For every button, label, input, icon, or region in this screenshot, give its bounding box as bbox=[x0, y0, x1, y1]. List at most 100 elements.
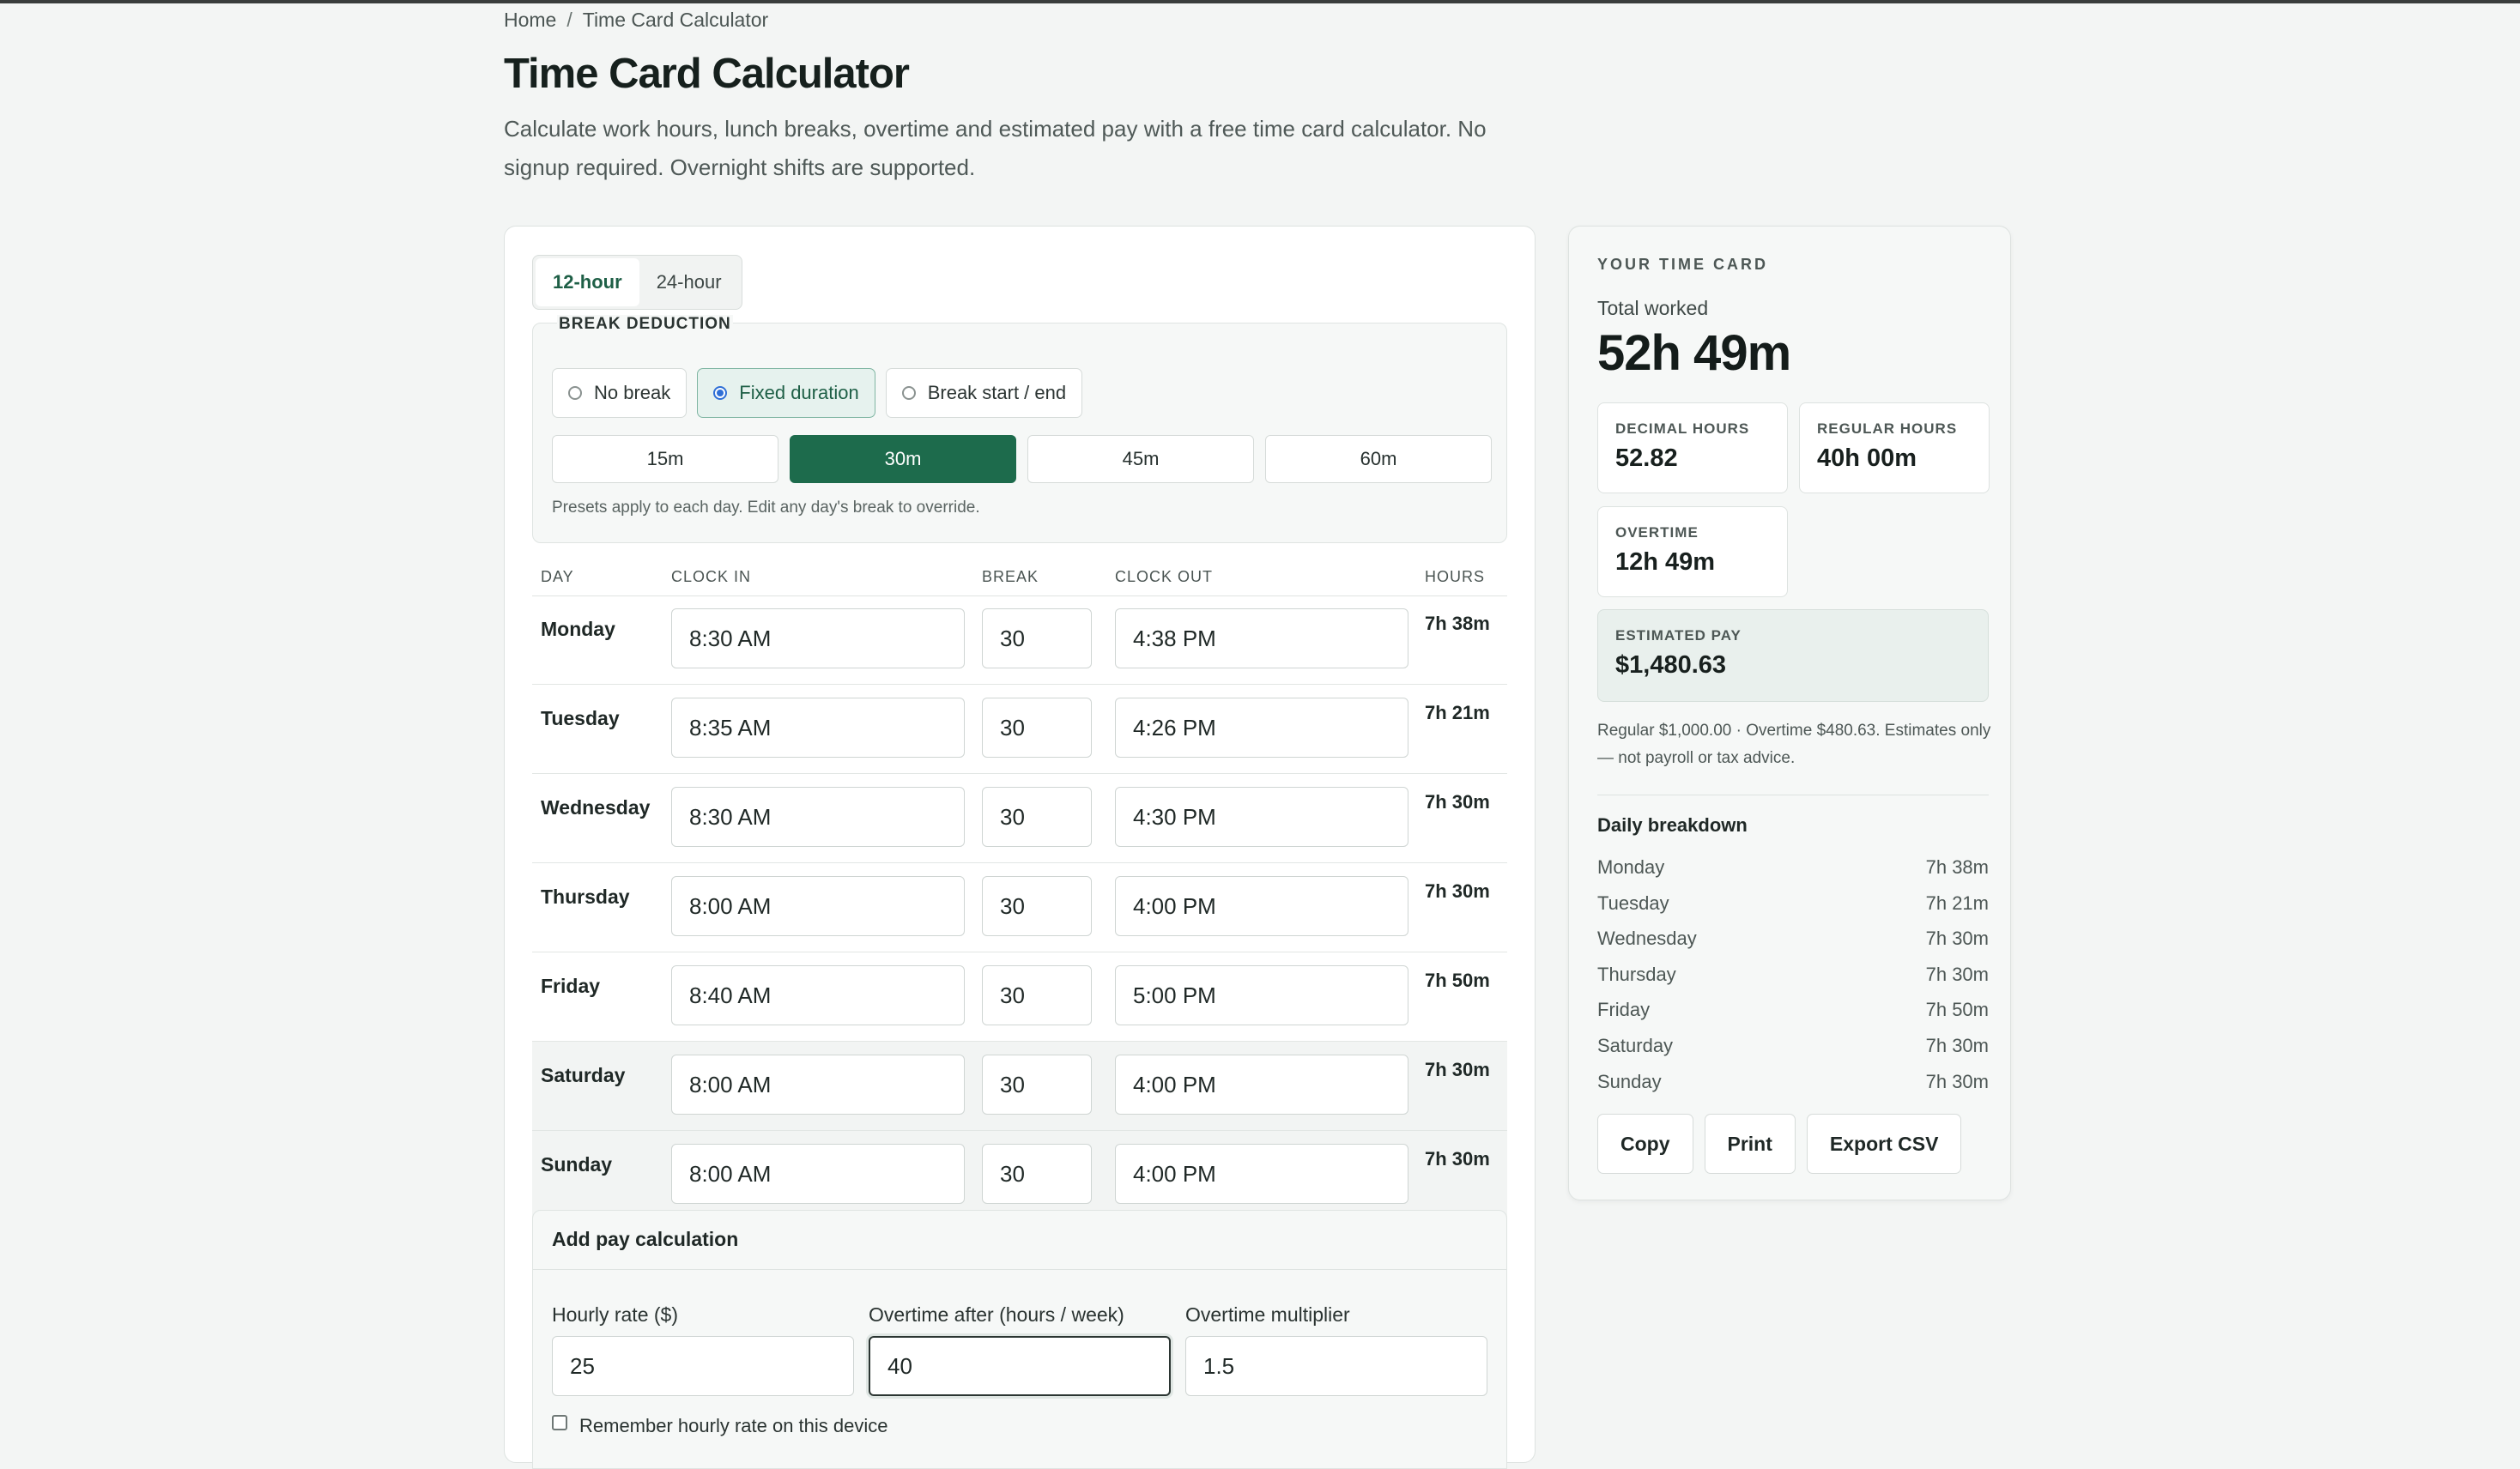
breakdown-hours: 7h 38m bbox=[1925, 856, 1989, 878]
break-input[interactable]: 30 bbox=[982, 787, 1092, 847]
breakdown-day: Thursday bbox=[1597, 963, 1676, 985]
table-row: Sunday 8:00 AM 30 4:00 PM 7h 30m bbox=[532, 1131, 1507, 1220]
breakdown-day: Saturday bbox=[1597, 1034, 1674, 1056]
break-presets: 15m 30m 45m 60m bbox=[552, 435, 1492, 483]
break-input[interactable]: 30 bbox=[982, 965, 1092, 1025]
header-day: DAY bbox=[541, 568, 574, 585]
table-row: Tuesday 8:35 AM 30 4:26 PM 7h 21m bbox=[532, 685, 1507, 774]
list-item: Saturday 7h 30m bbox=[1597, 1028, 1989, 1064]
preset-60m-button[interactable]: 60m bbox=[1265, 435, 1492, 483]
clock-in-input[interactable]: 8:30 AM bbox=[671, 787, 965, 847]
list-item: Monday 7h 38m bbox=[1597, 849, 1989, 886]
clock-out-input[interactable]: 4:00 PM bbox=[1115, 1144, 1408, 1204]
copy-button[interactable]: Copy bbox=[1597, 1114, 1693, 1174]
time-entries: Monday 8:30 AM 30 4:38 PM 7h 38m Tuesday… bbox=[532, 595, 1507, 1220]
print-button[interactable]: Print bbox=[1704, 1114, 1796, 1174]
clock-in-input[interactable]: 8:00 AM bbox=[671, 1144, 965, 1204]
breakdown-hours: 7h 30m bbox=[1925, 928, 1989, 950]
breadcrumb: Home / Time Card Calculator bbox=[504, 9, 768, 32]
list-item: Friday 7h 50m bbox=[1597, 992, 1989, 1028]
pay-disclaimer: Regular $1,000.00 · Overtime $480.63. Es… bbox=[1597, 722, 1991, 767]
break-mode-start-end[interactable]: Break start / end bbox=[885, 368, 1083, 418]
clock-out-input[interactable]: 4:00 PM bbox=[1115, 876, 1408, 936]
regular-hours-label: REGULAR HOURS bbox=[1817, 420, 1958, 437]
estimated-pay-label: ESTIMATED PAY bbox=[1615, 627, 1742, 644]
total-worked-value: 52h 49m bbox=[1597, 325, 1791, 381]
clock-in-input[interactable]: 8:00 AM bbox=[671, 876, 965, 936]
breadcrumb-home-link[interactable]: Home bbox=[504, 9, 557, 31]
preset-15m-button[interactable]: 15m bbox=[552, 435, 778, 483]
break-input[interactable]: 30 bbox=[982, 1144, 1092, 1204]
decimal-hours-label: DECIMAL HOURS bbox=[1615, 420, 1750, 437]
day-label: Monday bbox=[541, 618, 615, 640]
clock-out-input[interactable]: 4:26 PM bbox=[1115, 698, 1408, 758]
divider bbox=[533, 1269, 1506, 1270]
time-card-summary: YOUR TIME CARD Total worked 52h 49m DECI… bbox=[1568, 226, 2011, 1200]
clock-in-input[interactable]: 8:30 AM bbox=[671, 608, 965, 668]
remember-rate-option[interactable]: Remember hourly rate on this device bbox=[552, 1415, 888, 1437]
day-label: Thursday bbox=[541, 886, 630, 908]
overtime-multiplier-input[interactable]: 1.5 bbox=[1185, 1336, 1487, 1396]
break-input[interactable]: 30 bbox=[982, 698, 1092, 758]
list-item: Thursday 7h 30m bbox=[1597, 957, 1989, 993]
time-format-toggle: 12-hour 24-hour bbox=[532, 255, 742, 310]
break-mode-no-break[interactable]: No break bbox=[552, 368, 688, 418]
day-hours: 7h 30m bbox=[1425, 1059, 1490, 1080]
table-row: Friday 8:40 AM 30 5:00 PM 7h 50m bbox=[532, 952, 1507, 1042]
list-item: Sunday 7h 30m bbox=[1597, 1064, 1989, 1100]
preset-30m-button[interactable]: 30m bbox=[790, 435, 1016, 483]
pay-calculation-title: Add pay calculation bbox=[552, 1228, 739, 1250]
table-row: Monday 8:30 AM 30 4:38 PM 7h 38m bbox=[532, 595, 1507, 685]
breakdown-day: Sunday bbox=[1597, 1070, 1662, 1092]
radio-label: Break start / end bbox=[927, 382, 1067, 403]
breakdown-hours: 7h 30m bbox=[1925, 1070, 1989, 1092]
remember-rate-label: Remember hourly rate on this device bbox=[579, 1415, 888, 1436]
header-clock-in: CLOCK IN bbox=[671, 568, 752, 585]
clock-in-input[interactable]: 8:35 AM bbox=[671, 698, 965, 758]
page-intro: Calculate work hours, lunch breaks, over… bbox=[504, 116, 1487, 180]
export-csv-button[interactable]: Export CSV bbox=[1806, 1114, 1962, 1174]
clock-in-input[interactable]: 8:40 AM bbox=[671, 965, 965, 1025]
radio-icon bbox=[568, 386, 582, 400]
overtime-after-input[interactable]: 40 bbox=[869, 1336, 1171, 1396]
daily-breakdown-list: Monday 7h 38m Tuesday 7h 21m Wednesday 7h 3… bbox=[1597, 849, 1989, 1099]
header-break: BREAK bbox=[982, 568, 1039, 585]
overtime-label: OVERTIME bbox=[1615, 524, 1699, 541]
break-deduction-group: BREAK DEDUCTION No break Fixed duration … bbox=[532, 315, 1507, 543]
break-mode-fixed-duration[interactable]: Fixed duration bbox=[697, 368, 875, 418]
break-input[interactable]: 30 bbox=[982, 608, 1092, 668]
remember-rate-checkbox[interactable] bbox=[552, 1415, 567, 1430]
calculator-card: 12-hour 24-hour BREAK DEDUCTION No break… bbox=[504, 226, 1536, 1469]
preset-45m-button[interactable]: 45m bbox=[1027, 435, 1254, 483]
hourly-rate-input[interactable]: 25 bbox=[552, 1336, 854, 1396]
table-row: Saturday 8:00 AM 30 4:00 PM 7h 30m bbox=[532, 1042, 1507, 1131]
tab-24-hour[interactable]: 24-hour bbox=[656, 271, 722, 293]
day-label: Saturday bbox=[541, 1064, 626, 1086]
breakdown-hours: 7h 30m bbox=[1925, 1034, 1989, 1056]
hourly-rate-label: Hourly rate ($) bbox=[552, 1303, 678, 1326]
breakdown-hours: 7h 50m bbox=[1925, 999, 1989, 1021]
break-input[interactable]: 30 bbox=[982, 1055, 1092, 1115]
break-input[interactable]: 30 bbox=[982, 876, 1092, 936]
clock-out-input[interactable]: 5:00 PM bbox=[1115, 965, 1408, 1025]
clock-out-input[interactable]: 4:38 PM bbox=[1115, 608, 1408, 668]
breadcrumb-current: Time Card Calculator bbox=[582, 9, 769, 31]
radio-icon bbox=[901, 386, 916, 400]
clock-in-input[interactable]: 8:00 AM bbox=[671, 1055, 965, 1115]
day-label: Friday bbox=[541, 975, 601, 997]
list-item: Wednesday 7h 30m bbox=[1597, 921, 1989, 957]
summary-actions: Copy Print Export CSV bbox=[1597, 1114, 1962, 1174]
overtime-value: 12h 49m bbox=[1615, 548, 1716, 576]
day-hours: 7h 50m bbox=[1425, 970, 1490, 991]
clock-out-input[interactable]: 4:30 PM bbox=[1115, 787, 1408, 847]
radio-label: Fixed duration bbox=[739, 382, 859, 403]
clock-out-input[interactable]: 4:00 PM bbox=[1115, 1055, 1408, 1115]
table-row: Thursday 8:00 AM 30 4:00 PM 7h 30m bbox=[532, 863, 1507, 952]
breakdown-day: Monday bbox=[1597, 856, 1665, 878]
regular-hours-tile: REGULAR HOURS 40h 00m bbox=[1799, 402, 1990, 493]
total-worked-label: Total worked bbox=[1597, 297, 1709, 319]
decimal-hours-value: 52.82 bbox=[1615, 444, 1678, 472]
tab-12-hour[interactable]: 12-hour bbox=[536, 258, 639, 306]
decimal-hours-tile: DECIMAL HOURS 52.82 bbox=[1597, 402, 1788, 493]
break-deduction-legend: BREAK DEDUCTION bbox=[557, 315, 733, 334]
